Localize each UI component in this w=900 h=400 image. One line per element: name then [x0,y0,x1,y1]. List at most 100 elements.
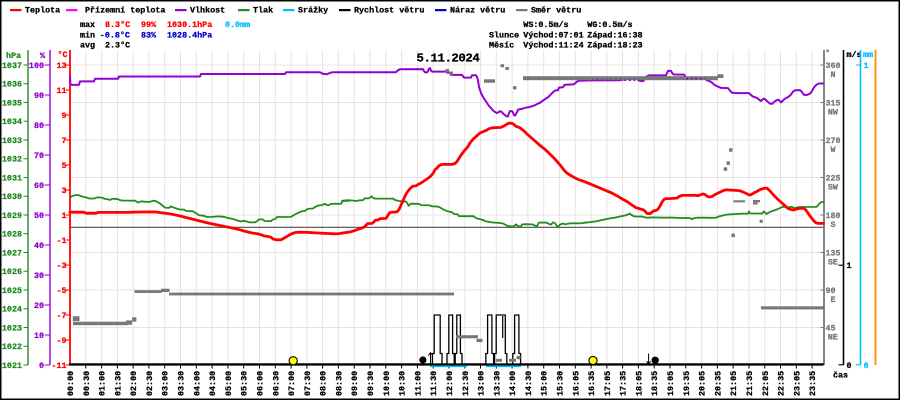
svg-text:Slunce: Slunce [489,31,519,41]
svg-text:02:00: 02:00 [129,371,139,396]
svg-text:Srážky: Srážky [298,5,328,15]
svg-text:360: 360 [826,61,841,71]
svg-text:1022: 1022 [2,342,22,352]
svg-text:135: 135 [826,249,841,259]
svg-text:11:00: 11:00 [413,371,423,396]
svg-text:-1: -1 [56,236,66,246]
svg-text:00:00: 00:00 [66,371,76,396]
svg-text:m/s: m/s [847,50,862,60]
svg-text:03:00: 03:00 [161,371,171,396]
svg-text:22:05: 22:05 [761,371,771,396]
svg-text:1025: 1025 [2,286,22,296]
svg-text:11:30: 11:30 [429,371,439,396]
svg-text:Východ:07:01: Východ:07:01 [523,31,583,41]
svg-text:13:30: 13:30 [492,371,502,396]
svg-text:1030: 1030 [2,192,22,202]
svg-text:Přízemní teplota: Přízemní teplota [85,5,165,15]
svg-text:Západ:16:38: Západ:16:38 [587,31,642,41]
svg-text:1023: 1023 [2,323,22,333]
svg-text:1035: 1035 [2,98,22,108]
svg-text:90: 90 [826,286,836,296]
svg-text:10: 10 [34,331,44,341]
svg-text:04:30: 04:30 [208,371,218,396]
svg-text:10:00: 10:00 [382,371,392,396]
svg-text:14:00: 14:00 [508,371,518,396]
svg-text:min: min [80,31,95,41]
svg-text:08:00: 08:00 [319,371,329,396]
svg-text:Směr větru: Směr větru [531,5,581,15]
svg-text:20: 20 [34,301,44,311]
svg-text:0: 0 [864,361,869,371]
svg-text:-7: -7 [56,311,66,321]
svg-text:225: 225 [826,174,841,184]
svg-text:S: S [831,220,836,230]
svg-text:03:30: 03:30 [177,371,187,396]
svg-text:E: E [831,295,836,305]
svg-text:17:35: 17:35 [619,371,629,396]
svg-text:05:30: 05:30 [240,371,250,396]
svg-text:7: 7 [61,136,66,146]
svg-text:N: N [831,70,836,80]
svg-text:09:00: 09:00 [350,371,360,396]
svg-text:1029: 1029 [2,211,22,221]
svg-text:1021: 1021 [2,361,22,371]
svg-text:mm: mm [863,50,873,60]
svg-text:22:35: 22:35 [777,371,787,396]
svg-text:01:00: 01:00 [98,371,108,396]
svg-text:0: 0 [847,361,852,371]
svg-text:13:00: 13:00 [477,371,487,396]
svg-text:1028.4hPa: 1028.4hPa [167,31,212,41]
svg-text:04:00: 04:00 [192,371,202,396]
svg-text:max: max [80,20,95,30]
svg-text:SE: SE [828,258,838,268]
svg-text:1028: 1028 [2,230,22,240]
svg-text:hPa: hPa [6,51,21,61]
svg-text:19:35: 19:35 [682,371,692,396]
svg-text:2.3°C: 2.3°C [105,41,130,51]
svg-text:15:00: 15:00 [540,371,550,396]
svg-text:20:05: 20:05 [698,371,708,396]
svg-text:5: 5 [61,161,66,171]
svg-text:1032: 1032 [2,155,22,165]
svg-text:0.0mm: 0.0mm [225,20,250,30]
svg-text:-11: -11 [51,361,66,371]
svg-text:Rychlost větru: Rychlost větru [354,5,424,15]
svg-text:90: 90 [34,91,44,101]
svg-text:00:30: 00:30 [82,371,92,396]
svg-text:50: 50 [34,211,44,221]
svg-text:1: 1 [61,211,66,221]
svg-text:čas: čas [833,371,848,381]
svg-text:18:35: 18:35 [650,371,660,396]
svg-text:-5: -5 [56,286,66,296]
svg-text:Východ:11:24: Východ:11:24 [523,41,583,51]
svg-text:60: 60 [34,181,44,191]
svg-text:0: 0 [39,361,44,371]
svg-text:18:05: 18:05 [634,371,644,396]
svg-text:°C: °C [58,50,68,60]
svg-text:315: 315 [826,99,841,109]
svg-text:Západ:18:23: Západ:18:23 [587,41,642,51]
svg-text:NW: NW [828,108,839,118]
svg-text:-0.8°C: -0.8°C [100,31,130,41]
svg-text:5.11.2024: 5.11.2024 [417,52,481,66]
svg-text:Náraz větru: Náraz větru [450,5,505,15]
svg-text:WG:0.5m/s: WG:0.5m/s [587,20,632,30]
svg-text:06:00: 06:00 [256,371,266,396]
svg-text:1024: 1024 [2,305,22,315]
svg-text:-9: -9 [56,336,66,346]
svg-text:SW: SW [828,183,839,193]
svg-text:08:30: 08:30 [334,371,344,396]
svg-text:02:30: 02:30 [145,371,155,396]
svg-text:1: 1 [847,261,852,271]
svg-text:80: 80 [34,121,44,131]
svg-text:13: 13 [56,61,66,71]
svg-text:23:05: 23:05 [792,371,802,396]
svg-text:180: 180 [826,211,841,221]
svg-text:-3: -3 [56,261,66,271]
svg-text:14:30: 14:30 [524,371,534,396]
svg-text:21:05: 21:05 [729,371,739,396]
svg-text:W: W [831,145,837,155]
svg-text:83%: 83% [141,31,157,41]
svg-text:9: 9 [61,111,66,121]
svg-text:21:35: 21:35 [745,371,755,396]
